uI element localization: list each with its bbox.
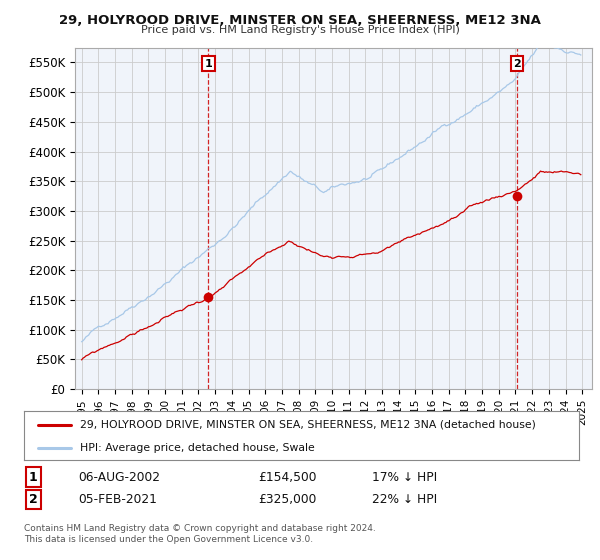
- Text: 1: 1: [205, 59, 212, 69]
- Text: 17% ↓ HPI: 17% ↓ HPI: [372, 470, 437, 484]
- Text: £154,500: £154,500: [258, 470, 317, 484]
- Text: Contains HM Land Registry data © Crown copyright and database right 2024.
This d: Contains HM Land Registry data © Crown c…: [24, 524, 376, 544]
- Text: 29, HOLYROOD DRIVE, MINSTER ON SEA, SHEERNESS, ME12 3NA (detached house): 29, HOLYROOD DRIVE, MINSTER ON SEA, SHEE…: [79, 420, 535, 430]
- Text: 29, HOLYROOD DRIVE, MINSTER ON SEA, SHEERNESS, ME12 3NA: 29, HOLYROOD DRIVE, MINSTER ON SEA, SHEE…: [59, 14, 541, 27]
- Text: 1: 1: [29, 470, 37, 484]
- Text: £325,000: £325,000: [258, 493, 316, 506]
- Text: 05-FEB-2021: 05-FEB-2021: [78, 493, 157, 506]
- Text: 2: 2: [513, 59, 521, 69]
- Text: Price paid vs. HM Land Registry's House Price Index (HPI): Price paid vs. HM Land Registry's House …: [140, 25, 460, 35]
- Text: HPI: Average price, detached house, Swale: HPI: Average price, detached house, Swal…: [79, 443, 314, 453]
- Text: 2: 2: [29, 493, 37, 506]
- Text: 22% ↓ HPI: 22% ↓ HPI: [372, 493, 437, 506]
- Text: 06-AUG-2002: 06-AUG-2002: [78, 470, 160, 484]
